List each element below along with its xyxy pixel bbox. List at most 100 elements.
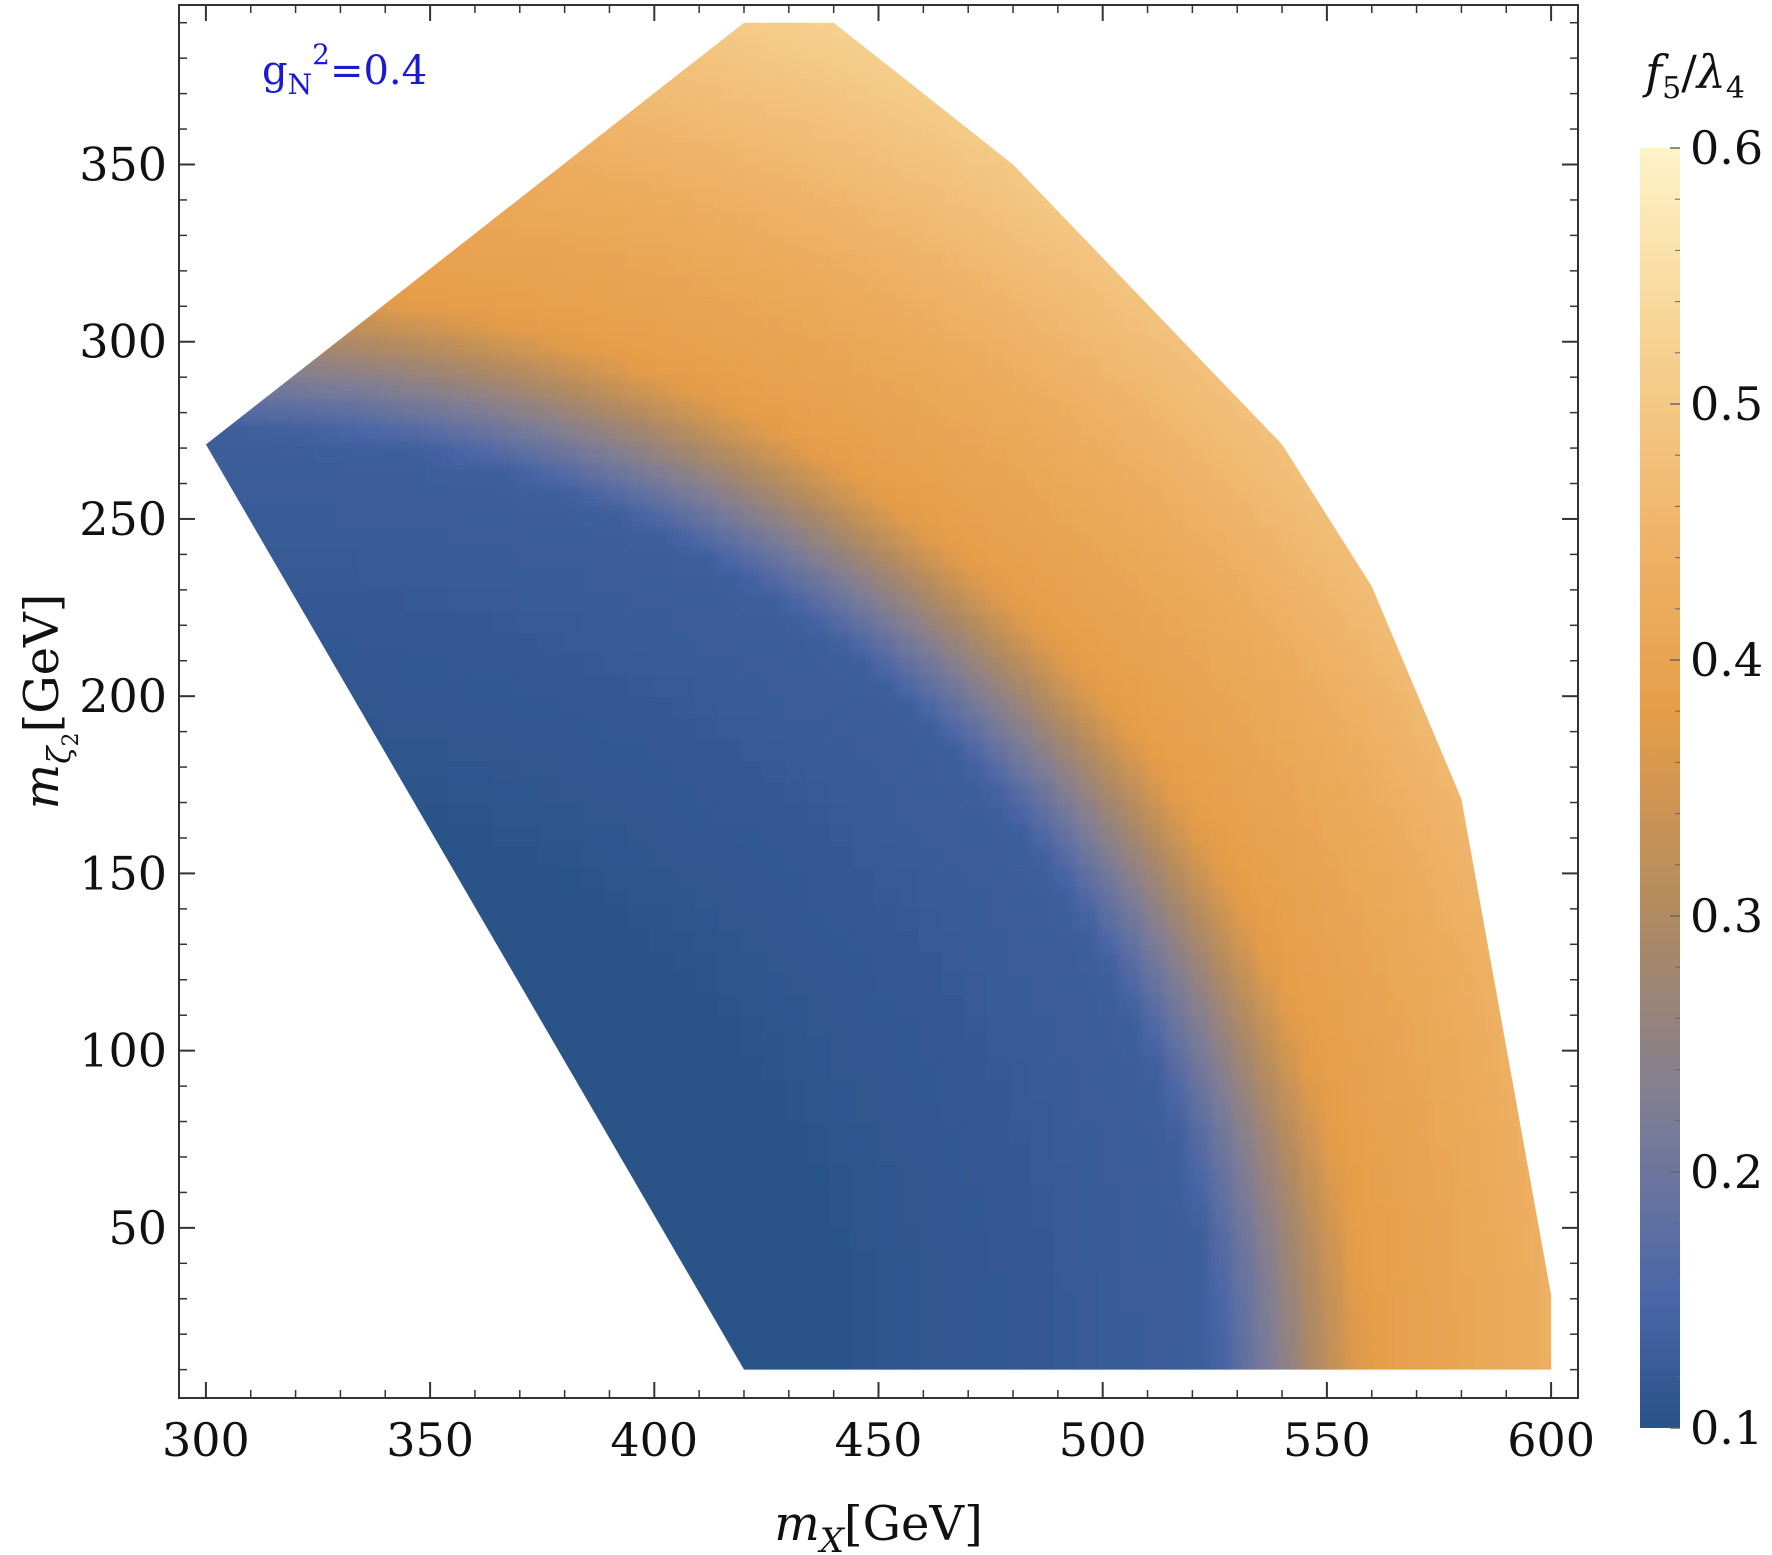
heat-cell bbox=[1232, 377, 1257, 400]
heat-cell bbox=[205, 1270, 225, 1293]
heat-cell bbox=[560, 1291, 584, 1314]
heat-cell bbox=[1008, 1334, 1032, 1357]
heat-cell bbox=[784, 611, 808, 634]
heat-cell bbox=[1277, 292, 1301, 315]
heat-cell bbox=[784, 1185, 808, 1208]
heat-cell bbox=[874, 36, 898, 60]
heat-cell bbox=[380, 1079, 405, 1102]
heat-cell bbox=[223, 1036, 248, 1059]
heat-cell bbox=[1479, 207, 1503, 230]
heat-cell bbox=[941, 1227, 965, 1251]
heat-cell bbox=[1031, 1227, 1055, 1251]
heat-cell bbox=[448, 249, 472, 272]
heat-cell bbox=[739, 228, 763, 251]
heat-cell bbox=[1143, 1057, 1167, 1080]
heat-cell bbox=[941, 419, 965, 442]
heat-cell bbox=[1255, 547, 1279, 570]
heat-cell bbox=[761, 717, 786, 740]
heat-cell bbox=[1344, 845, 1369, 868]
heat-cell bbox=[694, 228, 719, 251]
heat-cell bbox=[205, 908, 225, 932]
heat-cell bbox=[381, 0, 404, 17]
heat-cell bbox=[1165, 1185, 1189, 1208]
heat-cell bbox=[179, 1207, 202, 1229]
heat-cell bbox=[1524, 760, 1548, 783]
heat-cell bbox=[1232, 887, 1257, 910]
heat-cell bbox=[1456, 1121, 1481, 1144]
heat-cell bbox=[1143, 207, 1167, 230]
heat-cell bbox=[1277, 589, 1301, 613]
heat-cell bbox=[963, 866, 988, 889]
heat-cell bbox=[1210, 1206, 1234, 1229]
heat-cell bbox=[448, 228, 472, 251]
heat-cell bbox=[672, 674, 696, 698]
heat-cell bbox=[963, 738, 988, 761]
heat-cell bbox=[268, 334, 293, 357]
heat-cell bbox=[1569, 165, 1592, 187]
heat-cell bbox=[1322, 1227, 1346, 1251]
heat-cell bbox=[223, 589, 248, 613]
heat-cell bbox=[1300, 674, 1324, 698]
heat-cell bbox=[1187, 185, 1212, 209]
heat-cell bbox=[1232, 462, 1257, 485]
heat-cell bbox=[1434, 1036, 1458, 1059]
heat-cell bbox=[1456, 1079, 1481, 1102]
heat-cell bbox=[268, 313, 293, 336]
heat-cell bbox=[1367, 1015, 1391, 1038]
heat-cell bbox=[1008, 526, 1032, 549]
heat-cell bbox=[986, 823, 1010, 847]
heat-cell bbox=[560, 228, 584, 251]
heat-cell bbox=[246, 185, 270, 209]
heat-cell bbox=[717, 355, 741, 379]
heat-cell bbox=[1456, 79, 1481, 102]
heat-cell bbox=[1479, 674, 1503, 698]
heat-cell bbox=[896, 504, 920, 528]
heat-cell bbox=[1569, 37, 1592, 59]
heat-cell bbox=[380, 781, 405, 804]
heat-cell bbox=[1031, 930, 1055, 953]
heat-cell bbox=[1367, 1121, 1391, 1144]
heat-cell bbox=[1120, 419, 1144, 442]
heat-cell bbox=[1322, 1079, 1346, 1102]
heat-cell bbox=[896, 143, 920, 166]
heat-cell bbox=[1277, 143, 1301, 166]
heat-cell bbox=[313, 1164, 337, 1187]
heat-cell bbox=[492, 249, 517, 272]
heat-cell bbox=[425, 249, 449, 272]
heat-cell bbox=[829, 738, 853, 761]
heat-cell bbox=[1501, 143, 1526, 166]
heat-cell bbox=[896, 377, 920, 400]
heat-cell bbox=[537, 1206, 562, 1229]
heat-cell bbox=[223, 185, 248, 209]
heat-cell bbox=[313, 1355, 337, 1370]
heat-cell bbox=[1434, 1100, 1458, 1123]
heat-cell bbox=[918, 441, 943, 464]
heat-cell bbox=[515, 589, 539, 613]
heat-cell bbox=[1187, 1312, 1212, 1336]
heat-cell bbox=[1479, 100, 1503, 123]
heat-cell bbox=[896, 951, 920, 974]
heat-cell bbox=[761, 483, 786, 506]
heat-cell bbox=[1075, 1291, 1100, 1314]
heat-cell bbox=[1434, 143, 1458, 166]
heat-cell bbox=[537, 1270, 562, 1293]
heat-cell bbox=[291, 143, 315, 166]
heat-cell bbox=[205, 504, 225, 528]
heat-cell bbox=[1501, 504, 1526, 528]
heat-cell bbox=[1165, 58, 1189, 81]
heat-cell bbox=[358, 611, 382, 634]
heat-cell bbox=[672, 972, 696, 995]
heat-cell bbox=[358, 526, 382, 549]
heat-cell bbox=[1255, 1036, 1279, 1059]
heat-cell bbox=[1456, 249, 1481, 272]
heat-cell bbox=[1479, 653, 1503, 676]
heat-cell bbox=[1546, 972, 1552, 995]
heat-cell bbox=[335, 653, 360, 676]
heat-cell bbox=[874, 377, 898, 400]
heat-cell bbox=[605, 1312, 629, 1336]
heat-cell bbox=[223, 462, 248, 485]
heat-cell bbox=[694, 1142, 719, 1166]
heat-cell bbox=[515, 1015, 539, 1038]
heat-cell bbox=[672, 866, 696, 889]
y-label-unit: [GeV] bbox=[14, 594, 70, 733]
